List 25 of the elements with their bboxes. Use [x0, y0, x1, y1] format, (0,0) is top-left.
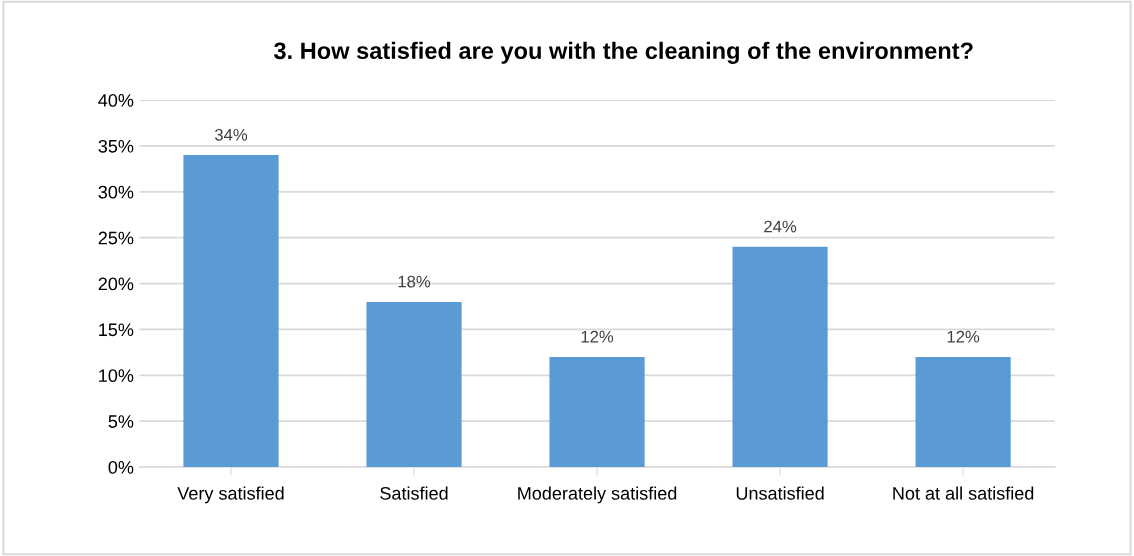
data-label: 12% — [581, 330, 614, 343]
y-tick-label: 15% — [99, 323, 134, 337]
bar — [549, 356, 645, 468]
y-tick-label: 0% — [108, 460, 134, 474]
x-tick-label: Very satisfied — [177, 486, 284, 504]
x-tick-label: Satisfied — [380, 486, 448, 500]
bar — [183, 155, 279, 468]
bar — [915, 356, 1011, 468]
y-tick-label: 5% — [108, 415, 134, 428]
data-label: 12% — [947, 330, 980, 343]
chart-title: 3. How satisfied are you with the cleaning of the environment? — [273, 41, 973, 64]
x-tick-label: Moderately satisfied — [518, 486, 677, 504]
data-label: 24% — [764, 220, 797, 233]
data-label: 18% — [398, 275, 431, 288]
y-tick-label: 40% — [98, 94, 134, 107]
y-tick-label: 25% — [98, 231, 134, 245]
y-tick-label: 30% — [98, 185, 134, 199]
y-tick-label: 10% — [99, 369, 134, 383]
data-label: 34% — [214, 128, 248, 141]
x-tick-label: Not at all satisfied — [893, 486, 1034, 500]
bar — [732, 246, 828, 468]
bar — [366, 301, 462, 468]
x-tick-label: Unsatisfied — [736, 486, 824, 500]
y-tick-label: 20% — [98, 277, 134, 291]
y-tick-label: 35% — [98, 139, 134, 153]
